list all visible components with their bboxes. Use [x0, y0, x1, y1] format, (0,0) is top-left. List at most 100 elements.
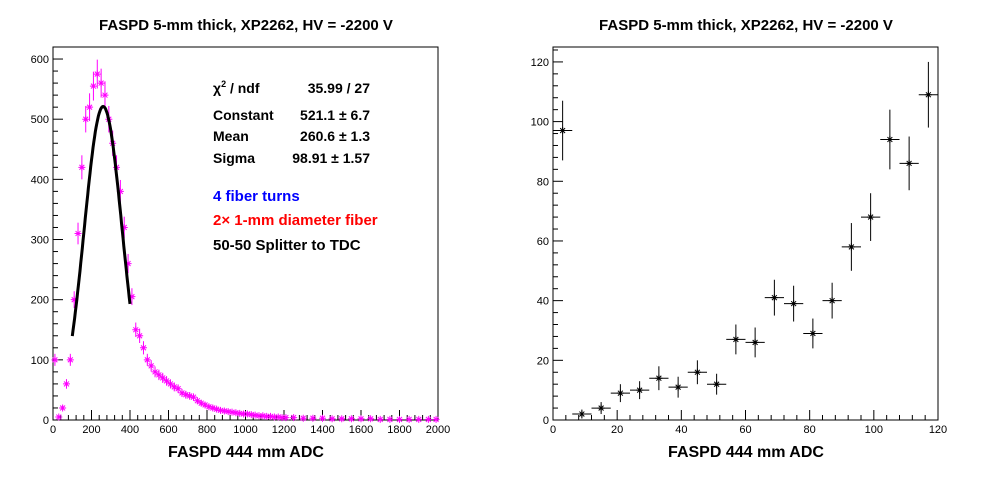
histogram-marker [159, 374, 167, 382]
histogram-marker [101, 91, 109, 99]
histogram-marker [193, 397, 201, 405]
histogram-marker [228, 408, 236, 416]
histogram-marker [151, 368, 159, 376]
histogram-marker [328, 415, 336, 423]
histogram-marker [74, 230, 82, 237]
histogram-marker [243, 410, 251, 418]
x-tick-label: 1000 [233, 424, 257, 436]
y-tick-label: 40 [537, 296, 549, 308]
right-y-axis: 0 20 40 60 80 100 120 [531, 49, 563, 427]
data-point-marker [924, 91, 932, 99]
histogram-marker [205, 403, 213, 411]
histogram-marker [82, 115, 90, 123]
data-point-marker [770, 294, 778, 302]
left-y-axis: 0 100 200 300 400 500 600 [31, 46, 63, 427]
data-point-marker [559, 127, 567, 135]
x-tick-label: 40 [675, 424, 687, 436]
histogram-marker [78, 163, 86, 171]
right-scatter-points [553, 61, 938, 419]
histogram-marker [236, 409, 244, 417]
histogram-marker [309, 414, 317, 422]
data-point-marker [732, 335, 740, 343]
y-tick-label: 60 [537, 236, 549, 248]
histogram-marker [213, 405, 221, 413]
y-tick-label: 100 [531, 117, 549, 129]
histogram-marker [55, 413, 63, 421]
histogram-marker [255, 412, 263, 420]
left-chart-panel: FASPD 5-mm thick, XP2262, HV = -2200 V 0… [31, 17, 451, 461]
histogram-marker [163, 377, 171, 385]
x-tick-label: 20 [611, 424, 623, 436]
histogram-marker [278, 414, 286, 422]
annotation-fiber-turns: 4 fiber turns [213, 188, 300, 205]
data-point-marker [578, 410, 586, 418]
y-tick-label: 300 [31, 235, 49, 247]
data-point-marker [597, 404, 605, 412]
y-tick-label: 80 [537, 176, 549, 188]
right-x-axis: 0 20 40 60 80 100 120 [550, 410, 947, 436]
gaussian-fit-curve [70, 104, 132, 337]
histogram-marker [166, 380, 174, 388]
x-tick-label: 200 [82, 424, 100, 436]
y-tick-label: 100 [31, 355, 49, 367]
histogram-marker [124, 260, 132, 268]
histogram-marker [51, 356, 59, 364]
histogram-marker [128, 293, 136, 301]
x-tick-label: 100 [865, 424, 883, 436]
data-point-marker [905, 159, 913, 167]
x-tick-label: 2000 [426, 424, 450, 436]
right-chart-title: FASPD 5-mm thick, XP2262, HV = -2200 V [599, 17, 893, 34]
histogram-marker [143, 356, 151, 364]
histogram-marker [190, 393, 198, 401]
histogram-marker [86, 103, 94, 111]
x-tick-label: 800 [198, 424, 216, 436]
histogram-marker [432, 415, 440, 423]
data-point-marker [751, 338, 759, 346]
x-tick-label: 1600 [349, 424, 373, 436]
annotation-splitter: 50-50 Splitter to TDC [213, 237, 361, 254]
histogram-marker [263, 412, 271, 420]
y-tick-label: 120 [531, 57, 549, 69]
histogram-marker [93, 70, 101, 78]
histogram-marker [251, 411, 259, 419]
histogram-marker [424, 415, 432, 423]
histogram-marker [376, 415, 384, 423]
left-fit-curve-group [70, 104, 132, 337]
y-tick-label: 200 [31, 295, 49, 307]
stat-constant-label: Constant [213, 107, 274, 123]
x-tick-label: 0 [50, 424, 56, 436]
histogram-marker [415, 415, 423, 423]
histogram-marker [132, 326, 140, 334]
histogram-marker [319, 414, 326, 422]
histogram-marker [259, 412, 267, 420]
y-tick-label: 20 [537, 355, 549, 367]
x-tick-label: 1400 [310, 424, 334, 436]
y-tick-label: 0 [543, 415, 549, 427]
histogram-marker [120, 223, 128, 231]
left-chart-title: FASPD 5-mm thick, XP2262, HV = -2200 V [99, 17, 393, 34]
data-point-marker [674, 383, 682, 391]
x-tick-label: 120 [929, 424, 947, 436]
y-tick-label: 500 [31, 114, 49, 126]
x-tick-label: 400 [121, 424, 139, 436]
data-point-marker [655, 374, 663, 382]
x-tick-label: 1200 [272, 424, 296, 436]
histogram-marker [357, 415, 365, 423]
annotation-fiber-diameter: 2× 1-mm diameter fiber [213, 212, 378, 229]
y-tick-label: 0 [43, 415, 49, 427]
histogram-marker [232, 409, 240, 417]
histogram-marker [59, 404, 67, 412]
histogram-marker [299, 414, 307, 422]
x-tick-label: 80 [804, 424, 816, 436]
data-point-marker [847, 243, 855, 251]
histogram-marker [338, 415, 346, 423]
histogram-marker [155, 371, 163, 379]
y-tick-label: 400 [31, 174, 49, 186]
histogram-marker [367, 415, 375, 423]
histogram-marker [396, 415, 403, 423]
stat-constant-value: 521.1 ± 6.7 [300, 107, 370, 123]
histogram-marker [89, 82, 97, 90]
histogram-marker [186, 392, 194, 400]
histogram-marker [267, 412, 275, 420]
x-tick-label: 600 [159, 424, 177, 436]
